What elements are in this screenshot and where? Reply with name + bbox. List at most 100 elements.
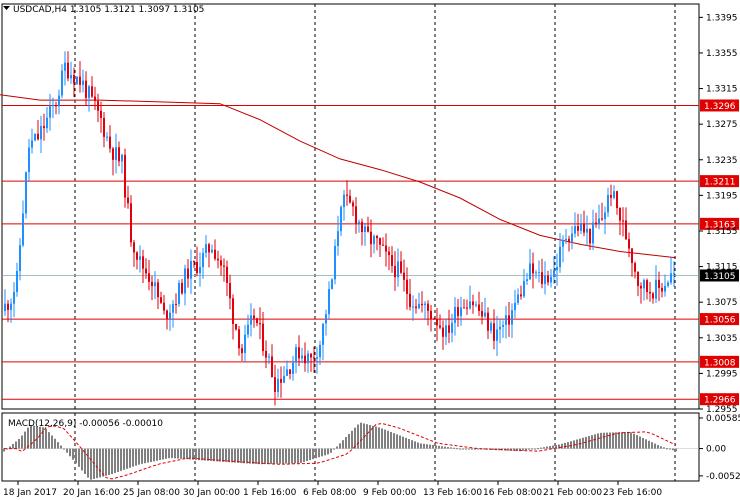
macd-indicator[interactable] xyxy=(2,422,699,480)
candle-body xyxy=(139,256,141,260)
macd-histogram-bar xyxy=(201,448,203,461)
macd-histogram-bar xyxy=(240,448,242,464)
macd-histogram-bar xyxy=(9,446,11,449)
macd-histogram-bar xyxy=(411,440,413,449)
macd-histogram-bar xyxy=(39,426,41,449)
candle-body xyxy=(484,312,486,317)
macd-histogram-bar xyxy=(558,444,560,449)
candle-body xyxy=(268,356,270,358)
candle-body xyxy=(232,298,234,324)
price-tick-label: 1.3315 xyxy=(706,85,738,95)
macd-histogram-bar xyxy=(606,432,608,449)
macd-histogram-bar xyxy=(135,448,137,466)
candle-body xyxy=(43,126,45,129)
candle-body xyxy=(349,195,351,203)
macd-histogram-bar xyxy=(36,426,38,449)
macd-histogram-bar xyxy=(522,448,524,451)
candle-body xyxy=(49,106,51,118)
candle-body xyxy=(415,306,417,309)
macd-histogram-bar xyxy=(57,442,59,449)
candle-body xyxy=(490,323,492,331)
candle-body xyxy=(487,312,489,331)
macd-histogram-bar xyxy=(582,437,584,449)
macd-histogram-bar xyxy=(99,448,101,478)
horizontal-levels[interactable]: 1.3296 1.3211 1.3163 1.3056 1.3008 1.2966 1.31… xyxy=(2,99,739,406)
price-level-tag xyxy=(700,313,739,326)
candle-body xyxy=(595,222,597,224)
candle-body xyxy=(649,292,651,294)
macd-histogram-bar xyxy=(531,448,533,450)
macd-histogram-bar xyxy=(198,448,200,461)
price-level-tag xyxy=(700,175,739,188)
macd-histogram-bar xyxy=(69,448,71,457)
macd-tick-label: 0.00585 xyxy=(706,414,740,424)
macd-histogram-bar xyxy=(24,431,26,449)
macd-pane-frame xyxy=(1,412,700,482)
macd-histogram-bar xyxy=(381,428,383,449)
candle-body xyxy=(223,265,225,267)
candle-body xyxy=(619,207,621,221)
candle-body xyxy=(64,62,66,71)
macd-histogram-bar xyxy=(51,435,53,449)
macd-histogram-bar xyxy=(267,448,269,465)
macd-histogram-bar xyxy=(288,448,290,464)
candle-body xyxy=(142,256,144,269)
candle-body xyxy=(22,213,24,246)
macd-histogram-bar xyxy=(75,448,77,464)
candle-body xyxy=(625,220,627,240)
macd-histogram-bar xyxy=(672,448,674,451)
candle-body xyxy=(313,357,315,359)
price-tick-label: 1.3075 xyxy=(706,298,738,308)
candle-body xyxy=(301,355,303,359)
price-level-label: 1.2966 xyxy=(704,396,736,406)
macd-histogram-bar xyxy=(561,443,563,449)
candle-body xyxy=(286,369,288,376)
candle-body xyxy=(412,306,414,308)
macd-histogram-bar xyxy=(273,448,275,464)
candle-body xyxy=(493,323,495,341)
candle-body xyxy=(568,238,570,242)
macd-histogram-bar xyxy=(195,448,197,460)
macd-histogram-bar xyxy=(471,448,473,450)
candle-body xyxy=(643,280,645,289)
candle-body xyxy=(175,303,177,305)
candle-body xyxy=(670,273,672,283)
candle-body xyxy=(436,319,438,326)
candle-body xyxy=(205,244,207,253)
macd-histogram-bar xyxy=(12,443,14,449)
candle-body xyxy=(526,279,528,282)
candle-body xyxy=(445,325,447,337)
candle-body xyxy=(148,273,150,282)
candle-body xyxy=(439,325,441,328)
macd-histogram-bar xyxy=(450,447,452,449)
candle-body xyxy=(373,235,375,245)
candle-body xyxy=(616,191,618,208)
candle-body xyxy=(673,272,675,274)
candlesticks[interactable] xyxy=(4,51,675,406)
macd-histogram-bar xyxy=(18,438,20,449)
price-level-tag xyxy=(700,99,739,112)
candle-body xyxy=(184,268,186,294)
macd-histogram-bar xyxy=(138,448,140,465)
macd-histogram-bar xyxy=(150,448,152,462)
candle-body xyxy=(361,221,363,233)
macd-histogram-bar xyxy=(306,448,308,462)
macd-histogram-bar xyxy=(318,448,320,458)
macd-histogram-bar xyxy=(249,448,251,464)
macd-histogram-bar xyxy=(615,432,617,449)
macd-histogram-bar xyxy=(390,431,392,449)
candle-body xyxy=(307,353,309,364)
macd-histogram-bar xyxy=(357,424,359,449)
macd-histogram-bar xyxy=(156,448,158,461)
dropdown-triangle-icon[interactable] xyxy=(3,6,10,10)
macd-histogram-bar xyxy=(423,443,425,449)
candle-body xyxy=(499,326,501,330)
candle-body xyxy=(10,303,12,310)
macd-histogram-bar xyxy=(180,448,182,459)
macd-histogram-bar xyxy=(432,445,434,449)
price-level-label: 1.3211 xyxy=(704,178,736,188)
candle-body xyxy=(55,105,57,107)
macd-histogram-bar xyxy=(372,425,374,449)
macd-histogram-bar xyxy=(420,443,422,449)
